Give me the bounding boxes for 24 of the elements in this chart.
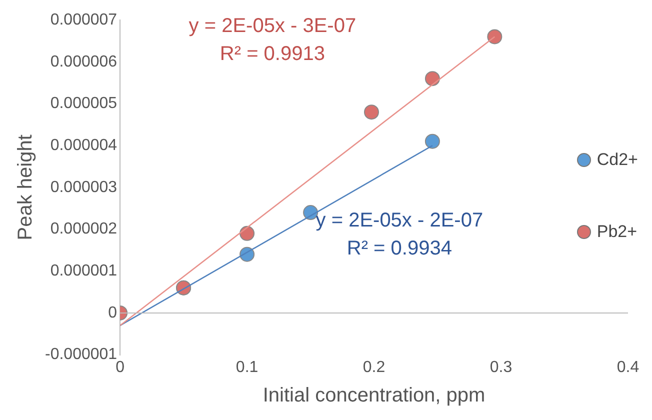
y-tick-label: -0.000001 [45, 346, 118, 364]
y-axis-title: Peak height [14, 134, 37, 240]
point [424, 134, 440, 149]
y-tick-label: 0.000005 [50, 95, 118, 112]
legend-label: Cd2+ [596, 150, 638, 170]
point [487, 29, 502, 44]
point [364, 104, 379, 120]
point [424, 71, 440, 86]
x-tick-label: 0.3 [490, 358, 512, 376]
y-tick-label: 0.000007 [50, 11, 118, 28]
y-tick-label: 0.000004 [50, 136, 118, 154]
x-tick-label: 0.2 [362, 358, 386, 376]
y-tick-label: 0 [108, 304, 118, 322]
point [240, 226, 255, 241]
legend-label: Pb2+ [596, 222, 638, 242]
y-tick-label: 0.000003 [50, 178, 118, 196]
x-tick-label: 0.4 [616, 358, 640, 376]
y-tick-label: 0.000002 [50, 220, 118, 238]
annotation: y = 2E-05x - 2E-07 R² = 0.9934 [316, 209, 484, 260]
y-tick-label: 0.000006 [50, 53, 118, 70]
x-tick-label: 0.1 [236, 358, 258, 376]
y-tick-label: 0.000001 [50, 262, 118, 280]
x-axis-title: Initial concentration, ppm [262, 384, 486, 407]
annotation: y = 2E-05x - 3E-07 R² = 0.9913 [188, 15, 356, 66]
